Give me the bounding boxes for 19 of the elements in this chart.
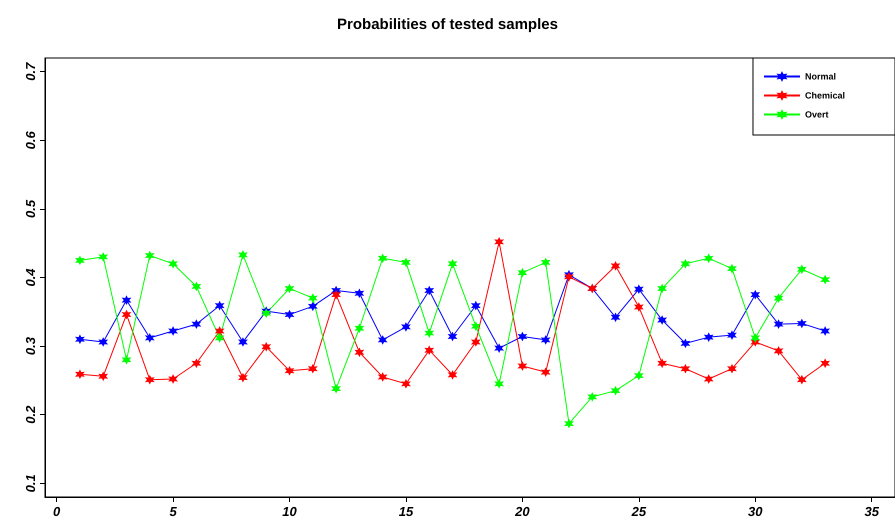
legend-label: Chemical xyxy=(804,90,846,100)
legend-label: Normal xyxy=(804,72,836,82)
x-tick-label: 0 xyxy=(53,504,62,519)
chart-title: Probabilities of tested samples xyxy=(337,16,558,33)
x-tick-label: 20 xyxy=(514,504,530,519)
x-tick-label: 15 xyxy=(398,504,414,519)
y-tick-label: 0.4 xyxy=(23,268,38,287)
y-tick-label: 0.3 xyxy=(23,336,38,356)
x-tick-label: 35 xyxy=(864,504,880,519)
x-tick-label: 10 xyxy=(282,504,298,519)
x-tick-label: 30 xyxy=(748,504,764,519)
y-tick-label: 0.6 xyxy=(23,130,38,150)
y-tick-label: 0.1 xyxy=(23,474,38,492)
x-tick-label: 25 xyxy=(630,504,647,519)
y-tick-label: 0.7 xyxy=(23,62,38,81)
y-tick-label: 0.5 xyxy=(23,199,38,218)
legend-label: Overt xyxy=(804,110,828,120)
x-tick-label: 5 xyxy=(169,504,178,519)
y-tick-label: 0.2 xyxy=(23,404,38,424)
